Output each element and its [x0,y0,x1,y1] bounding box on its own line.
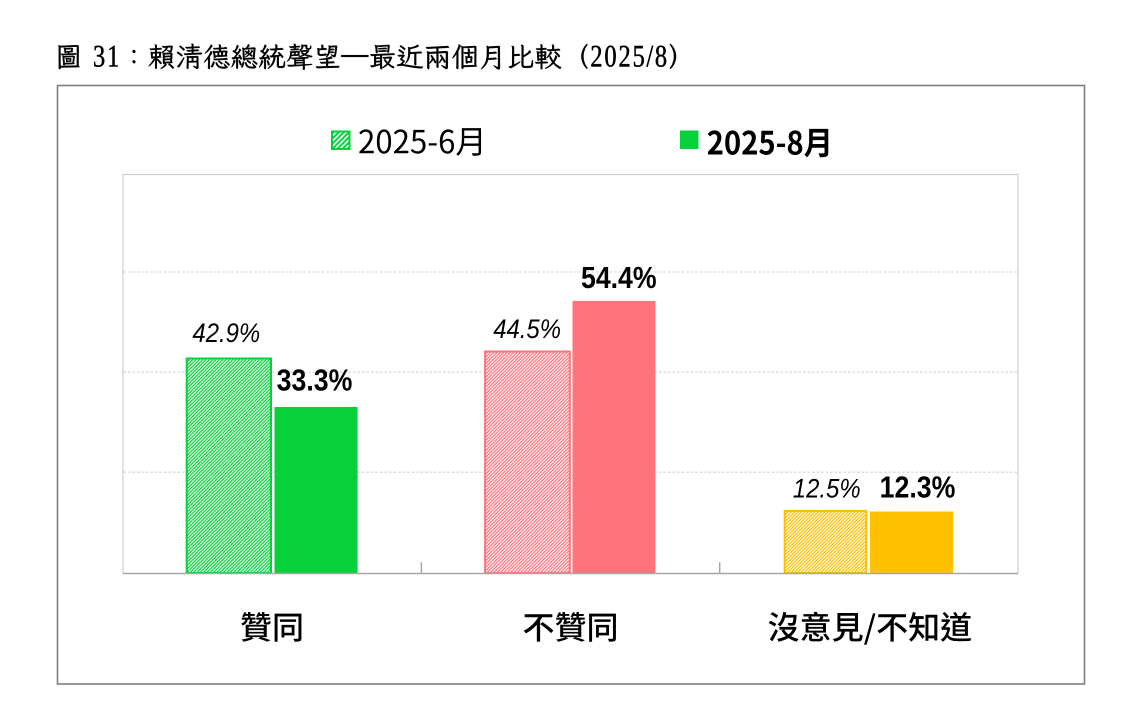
svg-text:44.5%: 44.5% [493,315,561,345]
svg-text:42.9%: 42.9% [192,319,260,349]
svg-text:54.4%: 54.4% [581,261,657,295]
svg-text:12.5%: 12.5% [793,474,861,504]
svg-text:12.3%: 12.3% [880,471,956,505]
svg-text:33.3%: 33.3% [277,364,353,398]
